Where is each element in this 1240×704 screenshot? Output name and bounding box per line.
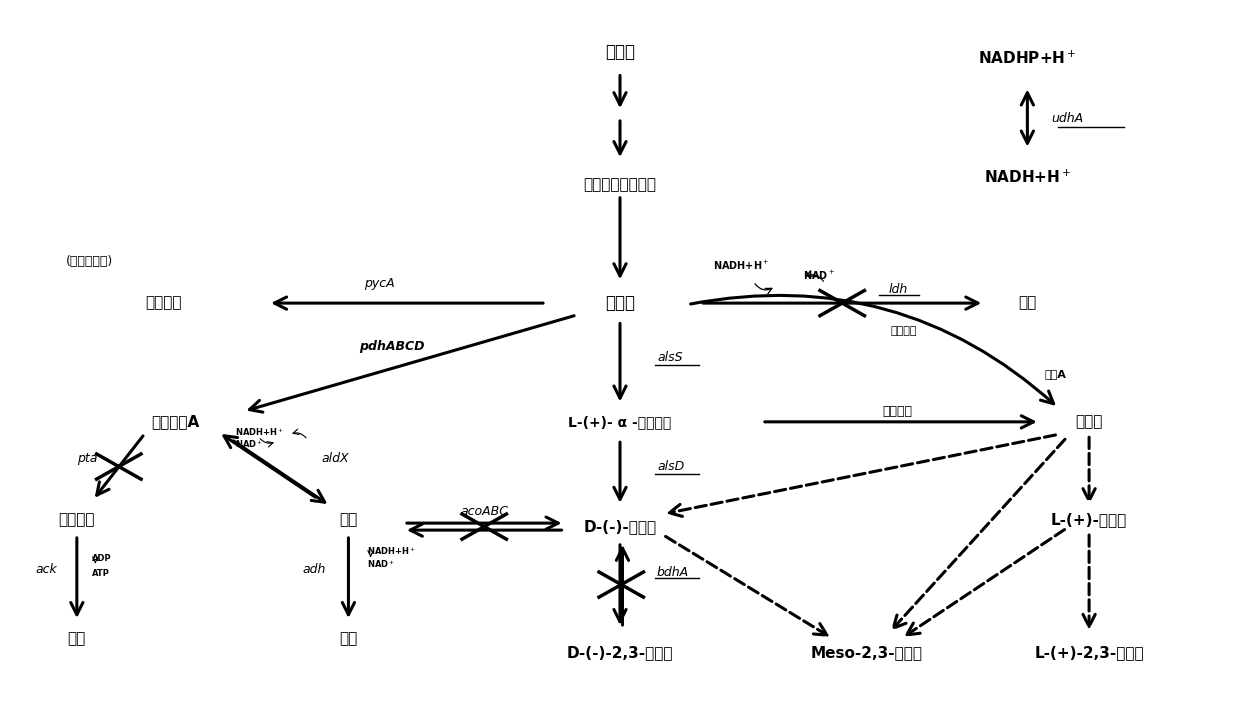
Text: 双乙酰: 双乙酰	[1075, 415, 1102, 429]
Text: D-(-)-乙偶姻: D-(-)-乙偶姻	[584, 519, 656, 534]
Text: 葡萄糖: 葡萄糖	[605, 43, 635, 61]
Text: L-(+)-乙偶姻: L-(+)-乙偶姻	[1052, 512, 1127, 527]
Text: pdhABCD: pdhABCD	[358, 340, 424, 353]
Text: ATP: ATP	[92, 569, 109, 578]
Text: alsD: alsD	[657, 460, 684, 473]
Text: ack: ack	[35, 563, 57, 577]
Text: 乙酰磷酸: 乙酰磷酸	[58, 512, 95, 527]
Text: L-(+)- α -乙酰乳酸: L-(+)- α -乙酰乳酸	[568, 415, 672, 429]
Text: L-(+)-2,3-丁二醇: L-(+)-2,3-丁二醇	[1034, 645, 1145, 660]
Text: udhA: udhA	[1050, 111, 1083, 125]
Text: 辅酶A: 辅酶A	[1045, 370, 1066, 379]
Text: NADH+H$^+$: NADH+H$^+$	[713, 259, 769, 272]
Text: ADP: ADP	[92, 553, 112, 562]
Text: ldh: ldh	[888, 282, 908, 296]
Text: 草酸乙酸: 草酸乙酸	[145, 296, 181, 310]
Text: D-(-)-2,3-丁二醇: D-(-)-2,3-丁二醇	[567, 645, 673, 660]
Text: 白发过程: 白发过程	[883, 405, 913, 418]
Text: NADH+H$^+$: NADH+H$^+$	[367, 545, 417, 557]
Text: alsS: alsS	[657, 351, 682, 364]
Text: 丙酮酸: 丙酮酸	[605, 294, 635, 312]
Text: 磷酸烯醇式丙酮酸: 磷酸烯醇式丙酮酸	[584, 177, 656, 192]
Text: bdhA: bdhA	[657, 565, 689, 579]
Text: aldX: aldX	[321, 452, 348, 465]
Text: 乙醛: 乙醛	[340, 512, 357, 527]
Text: NADHP+H$^+$: NADHP+H$^+$	[978, 50, 1076, 68]
Text: NAD$^+$: NAD$^+$	[367, 558, 396, 570]
Text: pta: pta	[77, 452, 97, 465]
Text: Meso-2,3-丁二醇: Meso-2,3-丁二醇	[811, 645, 923, 660]
Text: adh: adh	[303, 563, 326, 577]
Text: NAD$^+$: NAD$^+$	[234, 439, 263, 450]
Text: 乙醇: 乙醇	[340, 631, 357, 646]
Text: 乙酰辅酶A: 乙酰辅酶A	[151, 415, 200, 429]
Text: NADH+H$^+$: NADH+H$^+$	[983, 169, 1071, 186]
Text: 乙酰磷酸: 乙酰磷酸	[890, 326, 918, 336]
Text: (三羧酸循环): (三羧酸循环)	[66, 255, 113, 268]
Text: acoABC: acoABC	[460, 505, 508, 517]
Text: 乙酸: 乙酸	[68, 631, 86, 646]
Text: pycA: pycA	[365, 277, 394, 290]
Text: NAD$^+$: NAD$^+$	[802, 269, 835, 282]
Text: NADH+H$^+$: NADH+H$^+$	[234, 427, 284, 438]
Text: 乳酸: 乳酸	[1018, 296, 1037, 310]
